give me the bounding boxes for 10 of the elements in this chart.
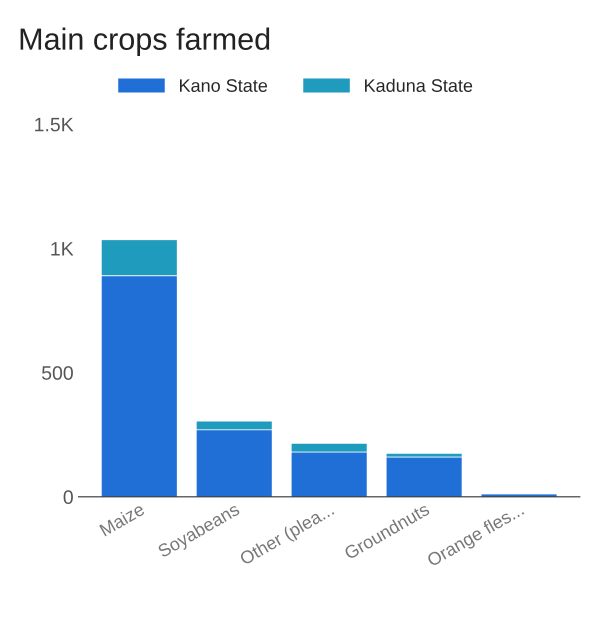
x-tick-label: Maize bbox=[98, 502, 146, 536]
y-tick-label: 0 bbox=[64, 490, 73, 504]
y-tick-label: 1.5K bbox=[35, 118, 74, 132]
y-tick-label: 1K bbox=[51, 242, 74, 256]
y-tick-label: 500 bbox=[42, 366, 73, 380]
bar bbox=[386, 456, 463, 497]
legend-label: Kaduna State bbox=[365, 78, 472, 92]
legend-label: Kano State bbox=[180, 79, 268, 92]
x-tick-label: Other (plea... bbox=[238, 502, 336, 568]
chart-title: Main crops farmed bbox=[20, 28, 270, 56]
